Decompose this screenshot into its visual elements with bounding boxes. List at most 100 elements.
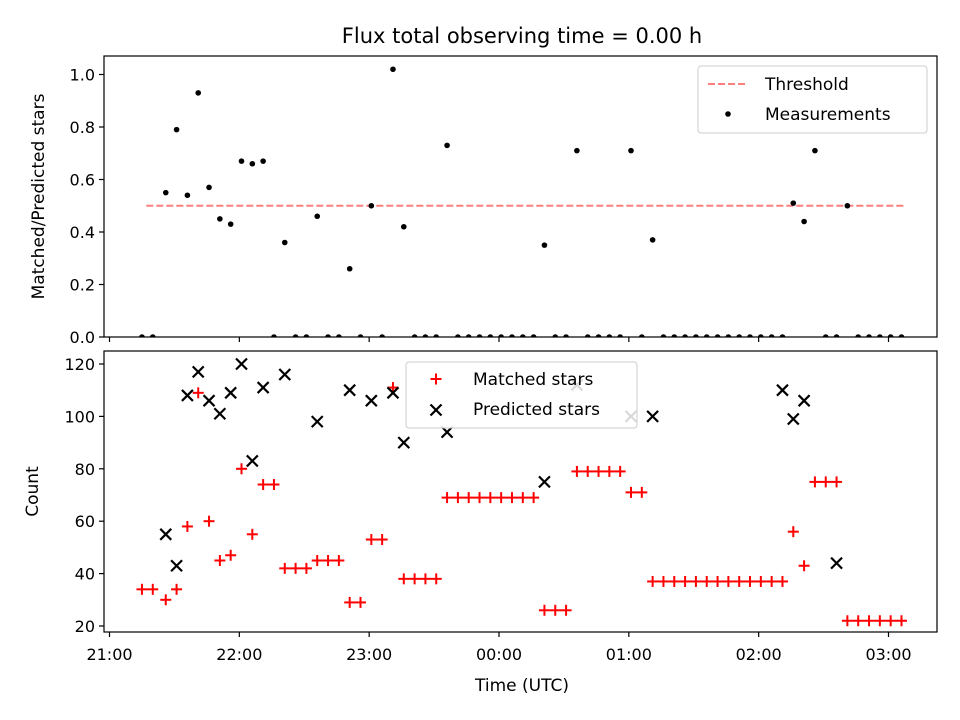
matched-star-point [147,583,159,595]
predicted-star-point [776,383,789,397]
y-tick-label: 0.4 [70,223,95,242]
matched-star-point [246,528,258,540]
measurement-point [639,334,645,337]
measurement-point [725,334,732,337]
matched-star-point [474,492,486,504]
predicted-star-point [310,415,324,428]
predicted-star-point [787,412,800,426]
predicted-star-point-b [646,410,659,423]
measurement-point [292,334,299,337]
measurement-point [898,334,905,337]
predicted-star-point [830,556,843,570]
measurement-point [509,334,515,337]
matched-star-point [268,479,280,491]
measurement-point [303,334,310,337]
legend-box [697,65,928,134]
matched-star-point [647,575,659,587]
measurement-point [465,334,472,337]
predicted-star-point-b [235,357,248,371]
matched-star-point [387,382,399,394]
measurement-point [747,334,753,337]
figure-title: Flux total observing time = 0.00 h [342,24,702,48]
measurement-point [703,334,710,337]
measurement-point [325,334,331,337]
matched-star-point [430,573,442,585]
matched-star-point [214,555,226,566]
predicted-star-point-b [776,383,789,397]
predicted-star-point [365,394,378,407]
matched-star-point [755,575,767,587]
measurement-point [736,334,742,337]
matched-star-point [376,534,388,546]
matched-star-point [365,534,377,546]
measurement-point [855,334,862,337]
measurement-point [877,334,883,337]
measurement-point [487,334,494,337]
axes-frame [103,350,938,633]
measurement-point [260,158,266,164]
x-axis-label: Time (UTC) [474,676,569,696]
measurement-point [455,334,461,337]
predicted-star-point-b [246,454,259,468]
measurement-point [149,334,156,337]
predicted-star-point-b [343,383,356,397]
x-tick-label: 00:00 [476,645,522,664]
matched-star-point [463,492,475,504]
measurement-point [162,189,169,196]
measurement-point [390,66,396,73]
measurement-point [822,334,829,337]
measurement-point [887,334,894,337]
measurement-point [660,334,667,337]
y-tick-label: 20 [75,617,95,636]
measurement-point [530,334,537,337]
y-tick-label: 40 [75,565,95,584]
matched-star-point [344,596,356,608]
matched-star-point [136,583,148,595]
matched-star-point [614,465,626,477]
predicted-star-point [202,394,216,407]
matched-star-point [203,515,215,527]
predicted-star-point-b [191,365,205,379]
matched-star-point [192,387,204,399]
measurement-point [444,142,450,149]
matched-star-point [722,575,734,587]
matched-star-point [398,573,410,585]
matched-star-point [528,492,540,504]
matched-star-point [571,465,583,477]
measurement-point [139,334,145,337]
y-tick-label: 80 [75,460,95,479]
top-panel: 0.0 0.2 0.4 0.6 0.8 1.0 Matched/Predicted star… [29,55,938,347]
measurement-point [281,239,288,246]
matched-star-point [311,555,323,566]
measurement-point [779,334,786,337]
matched-star-point [452,492,464,504]
measurement-point [606,334,613,337]
legend: Threshold Measurements [697,65,928,134]
predicted-star-point-b [787,412,800,426]
x-tick-label: 02:00 [736,645,782,664]
matched-star-point [744,575,756,587]
matched-star-point [657,575,669,587]
matched-star-point [679,575,691,587]
matched-star-point [841,615,853,627]
legend-predicted-label: Predicted stars [473,400,600,420]
matched-star-point [766,575,778,587]
predicted-star-point-b [170,559,183,573]
matched-star-point [820,476,832,488]
matched-star-point [776,575,788,587]
matched-star-point [701,575,713,587]
measurement-point [433,334,440,337]
matched-star-point [279,562,291,574]
legend-predicted-swatch-b [429,403,443,417]
measurement-point [563,334,569,337]
matched-star-point [690,575,702,587]
matched-star-point [895,615,907,627]
matched-star-point [235,463,247,475]
legend-matched-label: Matched stars [473,370,593,390]
x-tick-label: 23:00 [346,645,392,664]
predicted-star-point-b [224,386,237,400]
matched-star-point [300,562,312,574]
legend-measurements-swatch [725,111,731,117]
matched-star-point [495,492,507,504]
